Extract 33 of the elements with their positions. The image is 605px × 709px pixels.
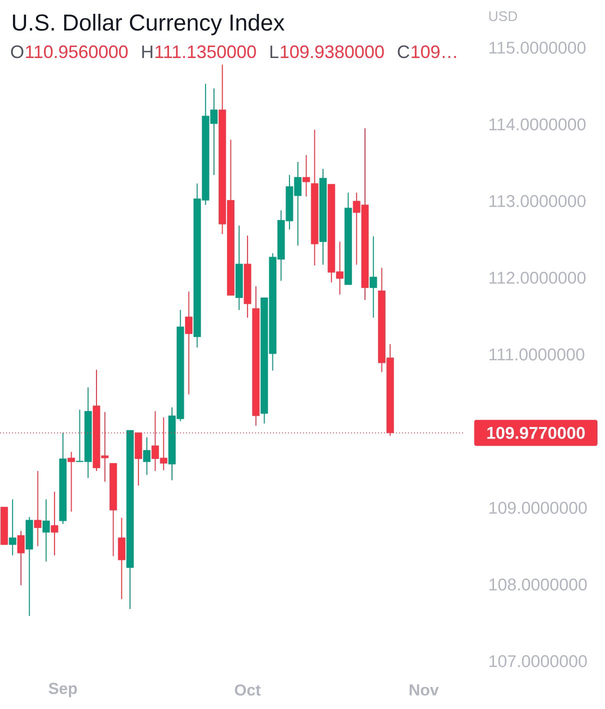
candlestick [370, 236, 378, 318]
candlestick [185, 291, 192, 395]
x-tick-label: Nov [410, 684, 439, 696]
annotation: O [11, 45, 24, 58]
annotation: 109… [412, 45, 456, 58]
annotation: C [398, 45, 410, 58]
y-tick-label: 107.0000000 [490, 655, 587, 668]
y-tick-label: 112.0000000 [490, 272, 586, 284]
candlestick [17, 530, 25, 586]
annotation: L [270, 46, 278, 58]
x-tick-label: Sep [48, 682, 77, 698]
candlestick [50, 491, 58, 556]
annotation: H [142, 46, 152, 58]
y-tick-label: 111.0000000 [490, 348, 584, 360]
y-tick-label: 115.0000000 [490, 42, 586, 54]
candlestick [34, 470, 42, 547]
candlestick [143, 436, 151, 476]
candlestick [68, 451, 76, 512]
annotation: 109.9380000 [280, 45, 384, 58]
candlestick [42, 498, 50, 562]
candlestick [302, 154, 310, 197]
candlestick [118, 517, 126, 600]
text: USD [489, 11, 518, 22]
ref-line-label: 109.9770000 [487, 426, 585, 439]
y-tick-label: 109.0000000 [490, 502, 587, 514]
chart-title: U.S. Dollar Currency Index [12, 14, 284, 36]
y-tick-label: 114.0000000 [490, 118, 586, 130]
x-tick-label: Oct [234, 684, 261, 696]
annotation: 110.9560000 [26, 45, 128, 58]
y-tick-label: 113.0000000 [490, 195, 586, 208]
annotation: 111.1350000 [156, 45, 256, 58]
y-tick-label: 108.0000000 [490, 578, 587, 591]
candlestick [8, 498, 16, 556]
